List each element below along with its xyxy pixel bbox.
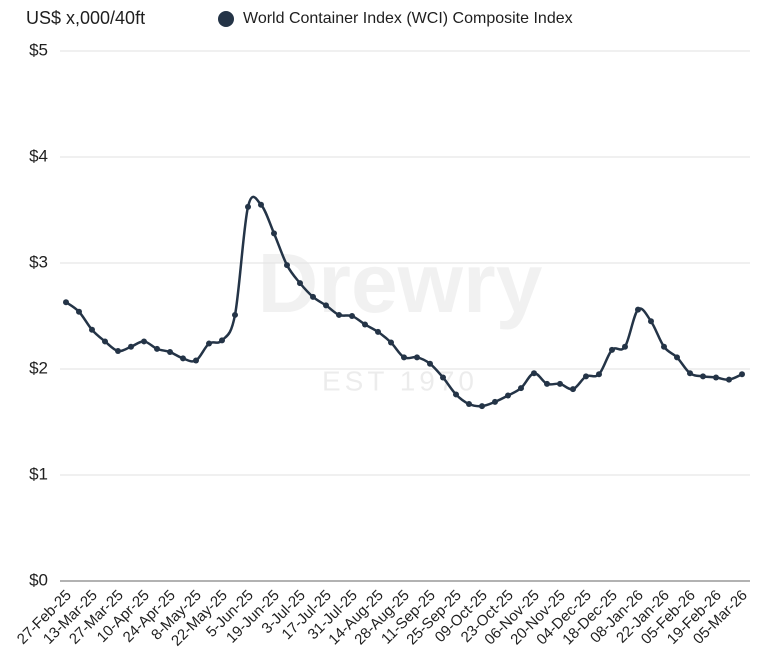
data-point [336,311,342,318]
data-point [570,386,576,393]
data-point [531,370,537,377]
data-point [115,347,121,354]
data-point [466,400,472,407]
data-point [596,371,602,378]
data-point [739,371,745,378]
data-point [271,230,277,237]
data-point [544,380,550,387]
legend-marker [218,11,234,27]
data-point [414,354,420,361]
data-point [440,374,446,381]
data-point [713,374,719,381]
y-axis-label: US$ x,000/40ft [26,8,145,28]
data-point [180,355,186,362]
data-point [583,373,589,380]
data-point [141,338,147,345]
data-point [349,313,355,319]
data-point [310,293,316,300]
data-point [674,354,680,361]
data-point [557,380,563,387]
data-point [297,280,303,287]
data-point [401,354,407,361]
data-point [609,346,615,353]
data-point [323,302,329,309]
data-point [635,306,641,313]
data-point [388,339,394,346]
data-point [726,376,732,383]
data-point [284,262,290,269]
data-point [154,345,160,352]
data-point [622,343,628,350]
data-point [193,357,199,364]
data-point [518,385,524,392]
y-tick-label: $3 [29,252,48,271]
data-point [76,308,82,315]
data-point [89,326,95,333]
data-point [63,299,69,306]
data-point [362,321,368,328]
data-point [258,201,264,208]
data-point [232,311,238,318]
y-tick-label: $2 [29,358,48,377]
data-point [648,318,654,325]
data-point [700,373,706,380]
data-point [687,370,693,377]
data-point [661,343,667,350]
data-point [375,328,381,335]
data-point [167,349,173,356]
y-tick-label: $1 [29,464,48,483]
data-point [492,398,498,405]
data-point [453,391,459,398]
y-tick-label: $4 [29,146,48,165]
data-point [206,340,212,347]
data-point [219,337,225,344]
data-point [245,203,251,210]
y-tick-label: $0 [29,570,48,589]
data-point [427,360,433,367]
data-point [479,403,485,410]
watermark-subtitle: EST 1970 [322,365,478,396]
y-tick-label: $5 [29,40,48,59]
data-point [505,392,511,399]
legend-label: World Container Index (WCI) Composite In… [243,10,573,27]
data-point [128,343,134,350]
data-point [102,338,108,345]
watermark: Drewry [258,236,543,330]
